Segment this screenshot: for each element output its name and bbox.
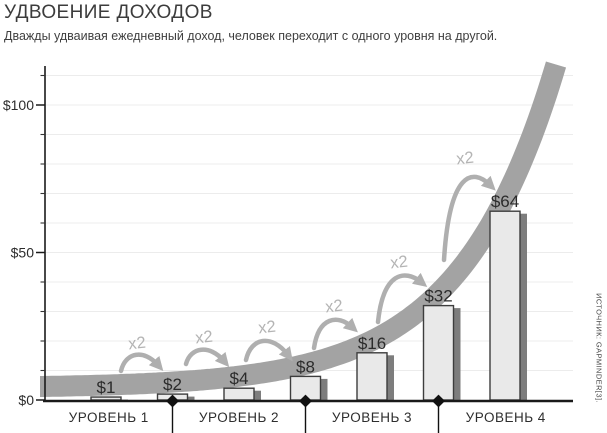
bar-value-label: $64 xyxy=(491,192,519,211)
x2-label: x2 xyxy=(127,334,146,354)
level-label: УРОВЕНЬ 1 xyxy=(69,410,149,425)
level-boundary-diamond xyxy=(166,394,179,408)
x2-label: x2 xyxy=(389,253,408,273)
x2-label: x2 xyxy=(194,328,213,348)
x2-label: x2 xyxy=(257,318,276,338)
bar-value-label: $8 xyxy=(296,357,315,376)
level-label: УРОВЕНЬ 2 xyxy=(199,410,279,425)
income-bar xyxy=(489,210,521,401)
gridlines xyxy=(45,75,573,371)
bar-value-label: $1 xyxy=(97,378,116,397)
chart-title: УДВОЕНИЕ ДОХОДОВ xyxy=(4,2,213,23)
x2-label: x2 xyxy=(324,297,343,317)
income-bars: $1 $2 $4 $8 $16 $32 $64 xyxy=(90,192,527,401)
y-tick-label: $50 xyxy=(11,245,35,261)
income-bar xyxy=(90,396,122,401)
bar-value-label: $2 xyxy=(163,375,182,394)
bar-value-label: $32 xyxy=(424,287,452,306)
level-boundary-diamond xyxy=(432,394,445,408)
doubling-curve xyxy=(40,61,567,397)
bar-shadow xyxy=(453,308,461,400)
doubling-arrow xyxy=(441,174,496,263)
level-axis: УРОВЕНЬ 1 УРОВЕНЬ 2 УРОВЕНЬ 3 УРОВЕНЬ 4 xyxy=(69,394,546,433)
bar-shadow xyxy=(387,355,394,400)
level-label: УРОВЕНЬ 4 xyxy=(466,410,546,425)
bar-shadow xyxy=(254,390,261,400)
bar-value-label: $16 xyxy=(358,334,386,353)
income-bar xyxy=(422,304,455,401)
level-boundary-diamond xyxy=(299,394,312,408)
chart-subtitle: Дважды удваивая ежедневный доход, челове… xyxy=(4,29,498,43)
y-tick-label: $100 xyxy=(3,97,34,113)
exponential-curve-band xyxy=(40,61,567,397)
doubling-arrow xyxy=(311,317,358,351)
doubling-arrow xyxy=(183,347,230,368)
x2-label: x2 xyxy=(455,149,474,169)
doubling-arrow xyxy=(375,272,428,325)
doubling-arrows: x2 x2 x2 x2 x2 x2 xyxy=(118,149,496,374)
bar-shadow xyxy=(187,396,195,400)
bar-shadow xyxy=(520,213,527,400)
level-label: УРОВЕНЬ 3 xyxy=(332,410,412,425)
y-tick-label: $0 xyxy=(18,392,34,408)
bar-value-label: $4 xyxy=(230,369,249,388)
income-bar xyxy=(356,352,388,401)
doubling-arrow xyxy=(118,352,164,374)
doubling-arrow xyxy=(243,338,293,363)
bar-shadow xyxy=(320,378,328,400)
income-bar xyxy=(223,387,255,401)
